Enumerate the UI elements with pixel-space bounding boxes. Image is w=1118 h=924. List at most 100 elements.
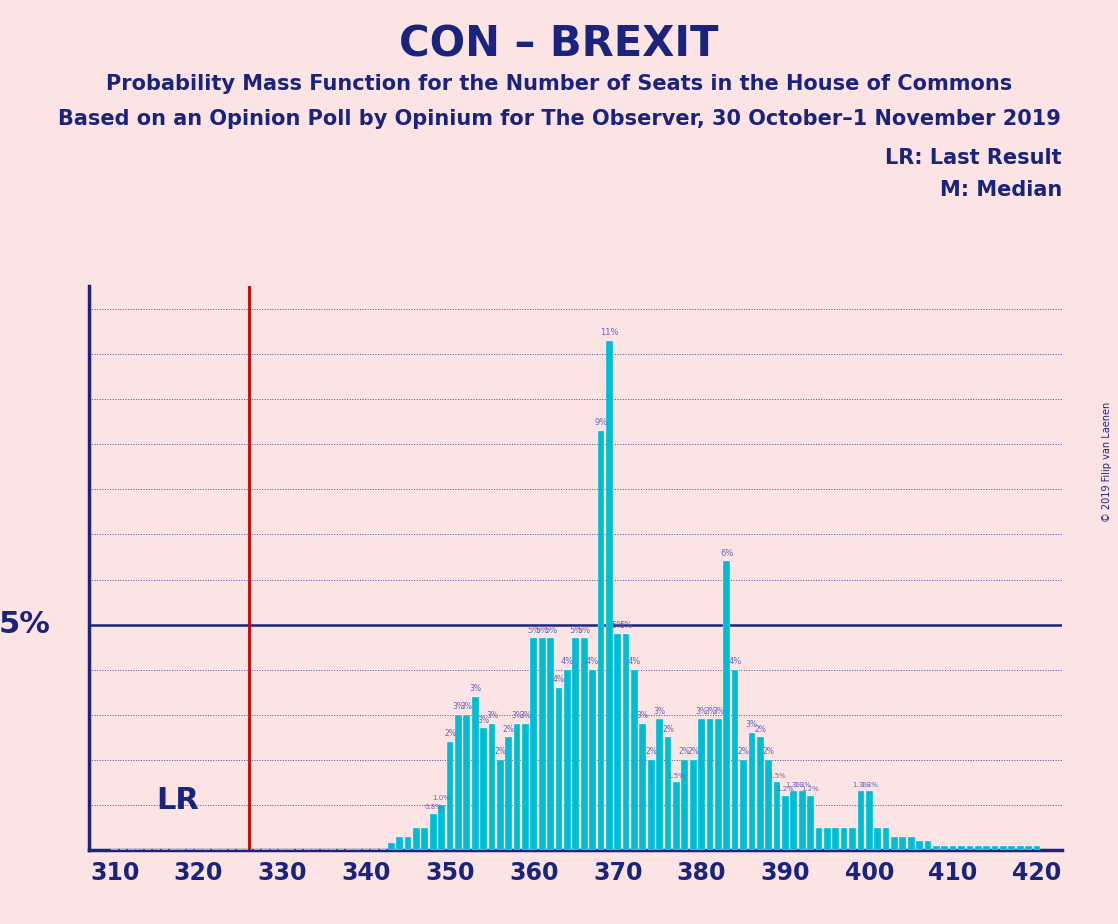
Bar: [388, 844, 395, 850]
Bar: [698, 719, 704, 850]
Bar: [563, 670, 571, 850]
Text: 5%: 5%: [612, 621, 624, 630]
Bar: [631, 670, 637, 850]
Bar: [1033, 845, 1040, 850]
Bar: [824, 828, 831, 850]
Text: LR: LR: [157, 786, 199, 815]
Bar: [379, 849, 386, 850]
Bar: [429, 814, 436, 850]
Bar: [925, 841, 931, 850]
Bar: [606, 341, 613, 850]
Text: 6%: 6%: [720, 549, 733, 558]
Text: 3%: 3%: [654, 707, 665, 716]
Bar: [237, 849, 244, 850]
Text: 1.5%: 1.5%: [667, 772, 685, 779]
Bar: [664, 737, 671, 850]
Bar: [740, 760, 747, 850]
Bar: [832, 828, 838, 850]
Bar: [757, 737, 764, 850]
Bar: [371, 849, 378, 850]
Text: 2%: 2%: [444, 729, 456, 738]
Bar: [807, 796, 814, 850]
Bar: [731, 670, 738, 850]
Bar: [647, 760, 654, 850]
Bar: [882, 828, 889, 850]
Bar: [481, 728, 487, 850]
Text: 3%: 3%: [477, 716, 490, 724]
Bar: [966, 845, 973, 850]
Text: 1.3%: 1.3%: [861, 782, 878, 788]
Bar: [556, 687, 562, 850]
Bar: [983, 845, 989, 850]
Text: 1.2%: 1.2%: [777, 786, 794, 793]
Bar: [623, 634, 629, 850]
Text: 5%: 5%: [578, 626, 590, 635]
Bar: [254, 849, 260, 850]
Bar: [681, 760, 688, 850]
Text: 5%: 5%: [528, 626, 540, 635]
Bar: [992, 845, 998, 850]
Text: 4%: 4%: [586, 657, 599, 666]
Bar: [127, 849, 135, 850]
Text: 5%: 5%: [544, 626, 557, 635]
Bar: [505, 737, 512, 850]
Bar: [999, 845, 1006, 850]
Bar: [614, 634, 622, 850]
Bar: [405, 836, 411, 850]
Text: 3%: 3%: [486, 711, 498, 720]
Bar: [690, 760, 697, 850]
Bar: [413, 828, 419, 850]
Bar: [455, 715, 462, 850]
Bar: [161, 849, 169, 850]
Bar: [841, 828, 847, 850]
Text: 1.3%: 1.3%: [852, 782, 870, 788]
Bar: [572, 638, 579, 850]
Text: 1.2%: 1.2%: [802, 786, 819, 793]
Bar: [271, 849, 277, 850]
Bar: [858, 792, 864, 850]
Text: 3%: 3%: [712, 707, 724, 716]
Bar: [899, 836, 906, 850]
Text: 4%: 4%: [628, 657, 641, 666]
Bar: [522, 723, 529, 850]
Text: 5%: 5%: [0, 610, 50, 639]
Text: 1.5%: 1.5%: [768, 772, 786, 779]
Bar: [656, 719, 663, 850]
Text: 2%: 2%: [503, 724, 514, 734]
Text: 2%: 2%: [679, 748, 691, 756]
Text: 2%: 2%: [738, 748, 749, 756]
Bar: [1008, 845, 1015, 850]
Bar: [338, 849, 344, 850]
Text: 5%: 5%: [569, 626, 582, 635]
Bar: [472, 697, 479, 850]
Bar: [673, 783, 680, 850]
Bar: [211, 849, 218, 850]
Bar: [153, 849, 160, 850]
Text: 2%: 2%: [762, 748, 775, 756]
Bar: [287, 849, 294, 850]
Bar: [187, 849, 193, 850]
Text: 3%: 3%: [746, 720, 758, 729]
Bar: [530, 638, 538, 850]
Bar: [597, 431, 604, 850]
Bar: [774, 783, 780, 850]
Text: 4%: 4%: [729, 657, 741, 666]
Bar: [136, 849, 143, 850]
Text: 5%: 5%: [536, 626, 549, 635]
Bar: [220, 849, 227, 850]
Bar: [874, 828, 881, 850]
Bar: [581, 638, 588, 850]
Bar: [345, 849, 352, 850]
Bar: [941, 845, 948, 850]
Text: Probability Mass Function for the Number of Seats in the House of Commons: Probability Mass Function for the Number…: [106, 74, 1012, 94]
Text: 1.0%: 1.0%: [433, 796, 451, 801]
Bar: [421, 828, 428, 850]
Text: Based on an Opinion Poll by Opinium for The Observer, 30 October–1 November 2019: Based on an Opinion Poll by Opinium for …: [57, 109, 1061, 129]
Bar: [723, 562, 730, 850]
Bar: [396, 836, 402, 850]
Bar: [438, 805, 445, 850]
Text: 3%: 3%: [704, 707, 716, 716]
Bar: [170, 849, 177, 850]
Text: 3%: 3%: [470, 684, 481, 693]
Bar: [865, 792, 872, 850]
